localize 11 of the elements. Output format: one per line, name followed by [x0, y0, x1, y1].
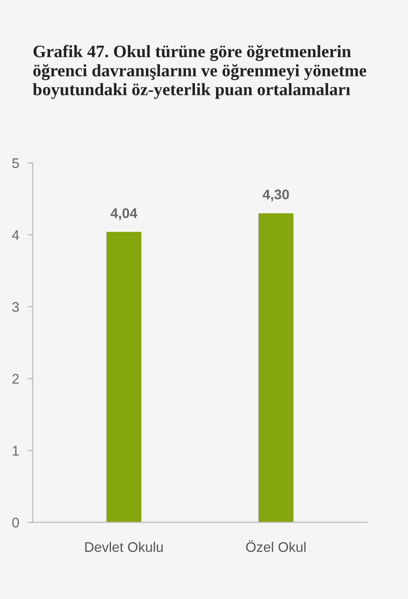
- y-tick-label: 5: [12, 158, 19, 168]
- chart-title: Grafik 47. Okul türüne göre öğretmenlerin öğrenci davranışlarını ve öğrenmeyi yönetme boyutundaki öz-yeterlik puan ortalamaları: [32, 44, 366, 99]
- x-tick-label: Devlet Okulu: [85, 542, 163, 552]
- y-tick-label: 4: [12, 230, 20, 240]
- y-tick-label: 2: [12, 374, 19, 384]
- y-tick-label: 0: [12, 518, 19, 528]
- data-label: 4,30: [262, 190, 289, 202]
- x-tick-label: Özel Okul: [246, 540, 306, 552]
- y-tick-label: 3: [12, 302, 19, 312]
- y-tick-label: 1: [12, 446, 19, 456]
- data-label: 4,04: [110, 208, 138, 220]
